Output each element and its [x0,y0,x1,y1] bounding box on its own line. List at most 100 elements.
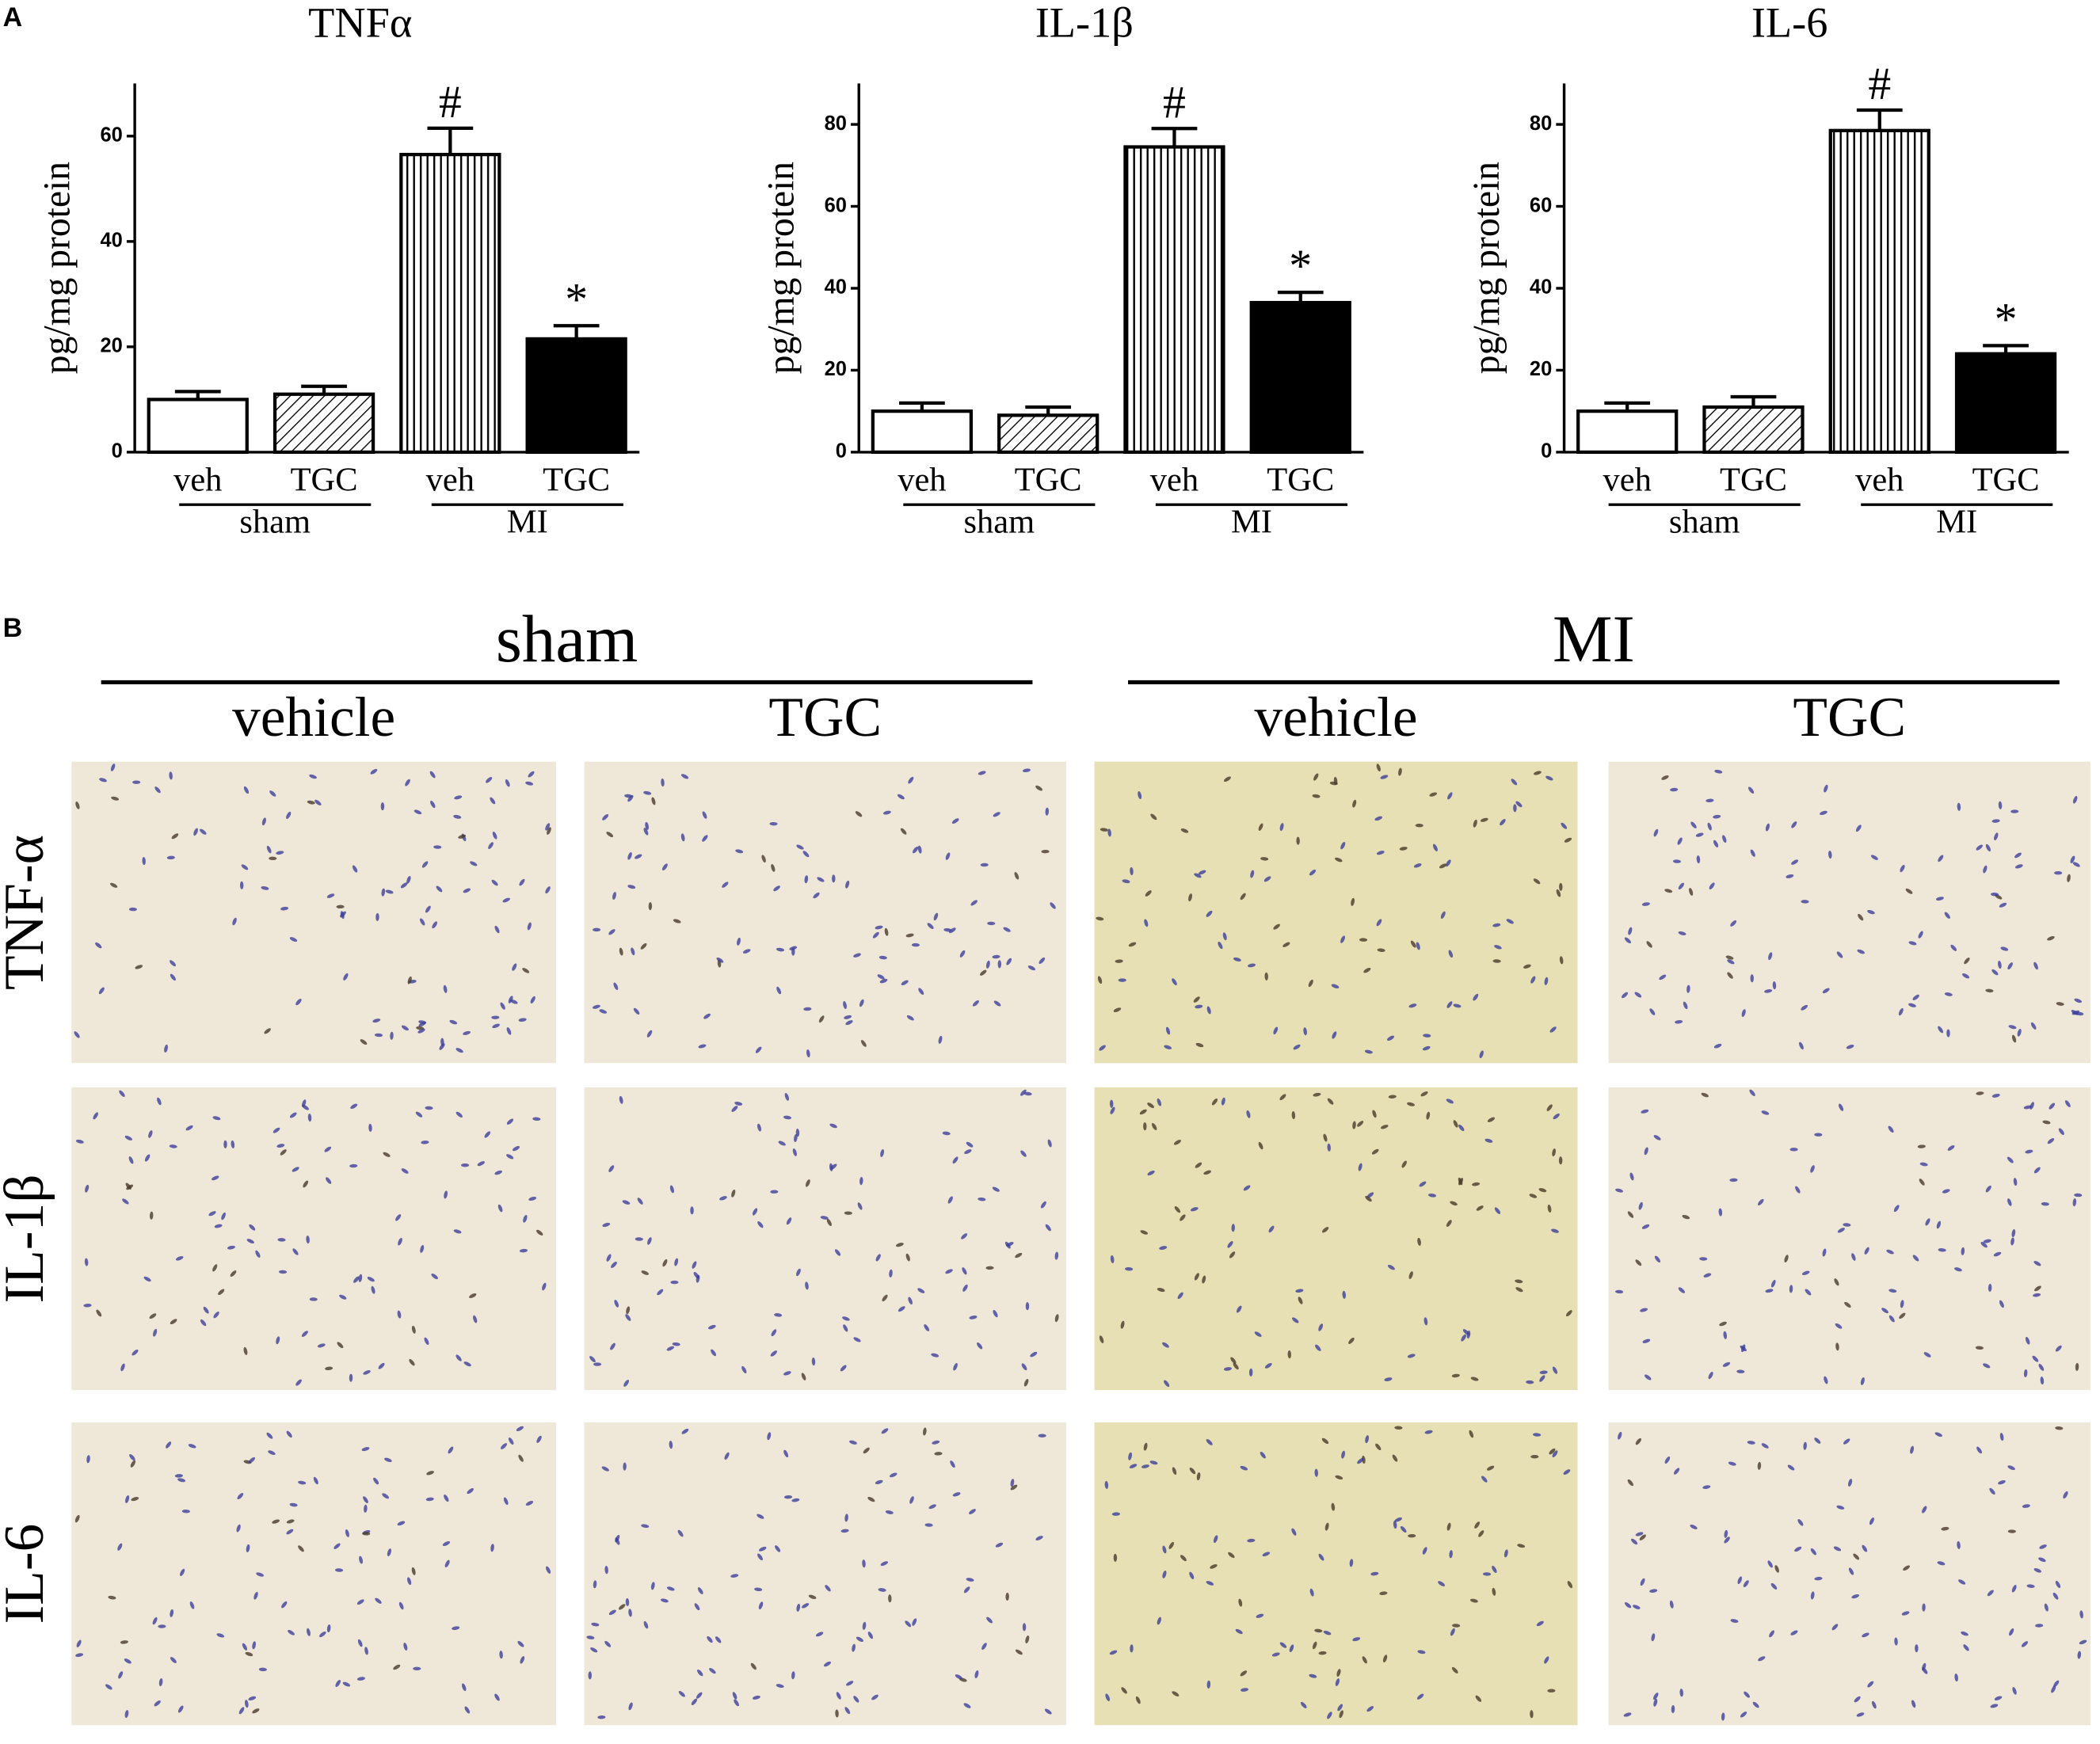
nucleus [845,1020,853,1026]
nucleus [696,1692,703,1699]
nucleus [1998,801,2003,809]
nucleus [1321,1437,1329,1445]
nucleus [1318,1323,1324,1331]
nucleus [245,1700,249,1708]
nucleus [643,828,649,836]
nucleus [1938,1026,1944,1034]
nucleus [1747,1441,1755,1445]
nucleus [1202,1275,1206,1284]
nucleus [1511,779,1518,786]
nucleus [174,1474,183,1478]
nucleus [324,1146,332,1152]
nucleus [669,1185,674,1194]
nucleus [455,1048,463,1053]
nucleus [1438,1581,1446,1586]
nucleus [672,1342,680,1346]
error-bar [1025,405,1072,416]
nucleus [880,1148,885,1157]
nucleus [1416,942,1420,950]
nucleus [963,1703,971,1708]
nucleus [2007,1198,2012,1206]
nucleus [1713,814,1721,819]
nucleus [2077,1651,2082,1659]
nucleus [1279,1094,1286,1101]
nucleus [128,1156,134,1164]
nucleus [635,854,642,859]
nucleus [1701,1092,1709,1098]
nucleus [1836,1505,1845,1510]
nucleus [339,1294,347,1300]
nucleus [1222,932,1227,941]
nucleus [1147,1102,1154,1109]
nucleus [606,1254,612,1262]
nucleus [2033,1293,2041,1297]
nucleus [1822,1248,1827,1257]
nucleus [86,1455,90,1464]
nucleus [773,885,780,892]
nucleus [792,1148,797,1156]
nucleus [1706,798,1714,803]
nucleus [1233,1362,1239,1370]
nucleus [1300,1701,1307,1708]
nucleus [1366,1192,1374,1198]
nucleus [1546,1104,1553,1111]
nucleus [117,1543,123,1551]
nucleus [333,1543,341,1549]
nucleus [2067,874,2071,882]
nucleus [506,1154,514,1159]
nucleus [1308,979,1313,988]
nucleus [2055,1580,2061,1589]
nucleus [170,960,177,967]
nucleus [314,799,322,805]
nucleus [421,1140,429,1144]
nucleus [125,1495,130,1503]
nucleus [1040,1201,1046,1209]
nucleus [278,1270,288,1274]
nucleus [770,1350,778,1357]
nucleus [661,778,665,787]
nucleus [1240,893,1246,901]
nucleus [532,1117,541,1121]
nucleus [735,849,744,854]
nucleus [1408,1533,1416,1538]
nucleus [1801,1004,1808,1011]
nucleus [517,1640,524,1647]
nucleus [256,1572,265,1577]
nucleus [1109,1650,1118,1655]
nucleus [1349,1559,1354,1567]
nucleus [981,1643,987,1651]
nucleus [477,1161,485,1167]
nucleus [1851,1253,1856,1261]
nucleus [2047,936,2055,941]
nucleus [1260,1451,1266,1459]
nucleus [1961,973,1970,979]
nucleus [1664,1457,1671,1464]
micrograph [1094,761,1578,1064]
nucleus [221,1212,226,1220]
nucleus [1737,1576,1743,1585]
nucleus [732,1692,737,1700]
nucleus [625,1314,631,1321]
nucleus [1659,974,1667,981]
nucleus [859,1177,863,1186]
nucleus [494,1170,503,1175]
nucleus [934,1452,943,1456]
nucleus [1963,1644,1969,1651]
nucleus [1713,840,1719,847]
error-bar [174,390,221,400]
nucleus [855,811,863,817]
nucleus [1500,819,1506,826]
nucleus [401,1025,409,1031]
nucleus [923,1427,927,1436]
nucleus [411,1325,416,1334]
nucleus [1003,927,1011,932]
nucleus [1729,1178,1738,1182]
nucleus [2014,852,2022,859]
nucleus [1291,1317,1299,1323]
nucleus [608,1165,615,1172]
nucleus [1246,1110,1251,1118]
nucleus [1327,1712,1332,1719]
nucleus [1393,1520,1397,1529]
nucleus [1515,1287,1523,1293]
nucleus [83,1304,92,1308]
